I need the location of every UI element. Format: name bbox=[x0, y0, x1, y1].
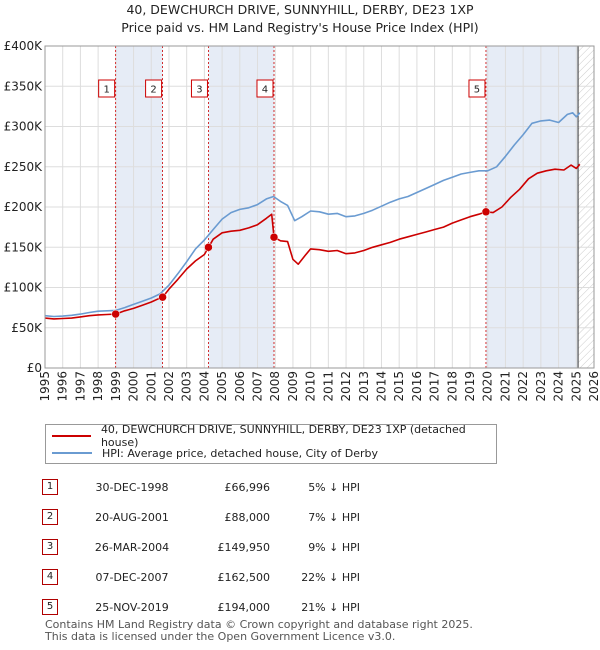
x-tick-label: 2002 bbox=[162, 371, 176, 402]
x-tick-label: 2005 bbox=[215, 371, 229, 402]
price-paid-line bbox=[44, 163, 581, 320]
sale-date: 07-DEC-2007 bbox=[95, 570, 169, 584]
y-tick-label: £200K bbox=[4, 200, 44, 214]
y-tick-label: £300K bbox=[4, 120, 44, 134]
x-tick-label: 2009 bbox=[286, 371, 300, 402]
x-tick-label: 1999 bbox=[109, 371, 123, 402]
y-tick-label: £0 bbox=[27, 361, 42, 375]
footer-line-2: This data is licensed under the Open Gov… bbox=[45, 630, 396, 643]
table-row: 2 20-AUG-2001 £88,000 7% ↓ HPI bbox=[42, 502, 360, 532]
y-tick-label: £50K bbox=[11, 321, 43, 335]
sale-point bbox=[111, 309, 120, 319]
sale-annotation-box bbox=[256, 79, 274, 98]
sale-date: 30-DEC-1998 bbox=[95, 480, 169, 494]
sale-price: £66,996 bbox=[224, 480, 271, 494]
legend-swatch-hpi bbox=[52, 452, 92, 454]
sale-date: 26-MAR-2004 bbox=[94, 540, 170, 554]
sale-price: £149,950 bbox=[217, 540, 271, 554]
title-line-1: 40, DEWCHURCH DRIVE, SUNNYHILL, DERBY, D… bbox=[126, 2, 474, 17]
x-tick-label: 2000 bbox=[127, 371, 141, 402]
x-tick-label: 2023 bbox=[534, 371, 548, 402]
sale-hpi-diff: 21% ↓ HPI bbox=[301, 600, 360, 614]
y-tick-label: £250K bbox=[4, 160, 44, 174]
sale-number-badge: 4 bbox=[42, 569, 58, 585]
sale-annotation-box bbox=[145, 79, 163, 98]
table-row: 5 25-NOV-2019 £194,000 21% ↓ HPI bbox=[42, 592, 360, 622]
y-tick-label: £150K bbox=[4, 240, 44, 254]
x-tick-label: 2004 bbox=[197, 371, 211, 402]
legend-item-price: 40, DEWCHURCH DRIVE, SUNNYHILL, DERBY, D… bbox=[52, 423, 496, 449]
y-tick-label: £350K bbox=[4, 79, 44, 93]
y-tick-label: £100K bbox=[4, 281, 44, 295]
sale-annotation-box bbox=[98, 79, 116, 98]
x-tick-label: 2020 bbox=[481, 371, 495, 402]
x-tick-label: 2019 bbox=[463, 371, 477, 402]
sale-annotation-label: 5 bbox=[474, 85, 480, 96]
x-tick-label: 2026 bbox=[587, 371, 600, 402]
sale-point bbox=[158, 292, 167, 302]
sale-point bbox=[269, 232, 279, 242]
legend-label-hpi: HPI: Average price, detached house, City… bbox=[102, 446, 379, 460]
sales-table: 1 30-DEC-1998 £66,996 5% ↓ HPI 2 20-AUG-… bbox=[42, 472, 360, 622]
legend-item-hpi: HPI: Average price, detached house, City… bbox=[52, 445, 378, 461]
sale-point bbox=[204, 243, 213, 252]
sale-date: 20-AUG-2001 bbox=[95, 510, 169, 524]
sale-hpi-diff: 7% ↓ HPI bbox=[308, 510, 360, 524]
x-tick-label: 2001 bbox=[144, 371, 158, 402]
table-row: 1 30-DEC-1998 £66,996 5% ↓ HPI bbox=[42, 472, 360, 502]
x-tick-label: 2021 bbox=[498, 371, 512, 402]
x-tick-label: 2022 bbox=[516, 371, 530, 402]
sale-annotation-box bbox=[468, 79, 486, 98]
x-tick-label: 1997 bbox=[73, 371, 87, 402]
chart-legend: 40, DEWCHURCH DRIVE, SUNNYHILL, DERBY, D… bbox=[45, 423, 497, 464]
x-tick-label: 2007 bbox=[251, 371, 265, 402]
footer-line-1: Contains HM Land Registry data © Crown c… bbox=[45, 618, 473, 631]
x-tick-label: 2010 bbox=[304, 371, 318, 402]
x-tick-label: 2012 bbox=[339, 371, 353, 402]
footer-attribution: Contains HM Land Registry data © Crown c… bbox=[45, 619, 473, 643]
sale-hpi-diff: 22% ↓ HPI bbox=[301, 570, 360, 584]
sale-point bbox=[481, 207, 491, 217]
x-tick-label: 2006 bbox=[233, 371, 247, 402]
sale-price: £88,000 bbox=[224, 510, 271, 524]
x-tick-label: 2024 bbox=[552, 371, 566, 402]
x-tick-label: 2014 bbox=[374, 371, 388, 402]
sale-number-badge: 2 bbox=[42, 509, 58, 525]
x-tick-label: 2015 bbox=[392, 371, 406, 402]
x-tick-label: 2025 bbox=[569, 371, 583, 402]
sale-number-badge: 1 bbox=[42, 479, 58, 495]
sale-price: £194,000 bbox=[217, 600, 271, 614]
x-tick-label: 1998 bbox=[91, 371, 105, 402]
table-row: 3 26-MAR-2004 £149,950 9% ↓ HPI bbox=[42, 532, 360, 562]
sale-annotation-label: 1 bbox=[103, 85, 109, 96]
y-tick-label: £400K bbox=[4, 39, 44, 53]
sale-number-badge: 3 bbox=[42, 539, 58, 555]
sale-hpi-diff: 5% ↓ HPI bbox=[308, 480, 360, 494]
x-tick-label: 2016 bbox=[410, 371, 424, 402]
sale-annotation-label: 4 bbox=[262, 85, 268, 96]
sale-number-badge: 5 bbox=[42, 599, 58, 615]
sale-price: £162,500 bbox=[217, 570, 271, 584]
x-tick-label: 1996 bbox=[56, 371, 70, 402]
x-tick-label: 2011 bbox=[321, 371, 335, 402]
sale-annotation-label: 2 bbox=[150, 85, 156, 96]
table-row: 4 07-DEC-2007 £162,500 22% ↓ HPI bbox=[42, 562, 360, 592]
hpi-line bbox=[44, 112, 581, 318]
x-tick-label: 2018 bbox=[445, 371, 459, 402]
plot-border bbox=[44, 45, 595, 369]
sale-annotation-label: 3 bbox=[196, 85, 202, 96]
x-tick-label: 2008 bbox=[268, 371, 282, 402]
x-tick-label: 2003 bbox=[180, 371, 194, 402]
sale-hpi-diff: 9% ↓ HPI bbox=[308, 540, 360, 554]
legend-swatch-price bbox=[52, 435, 91, 437]
x-tick-label: 1995 bbox=[38, 371, 52, 402]
sale-date: 25-NOV-2019 bbox=[95, 600, 169, 614]
price-chart: 1 2 3 4 5 £0 £50K £100K £150K £200K £250K £300K £350… bbox=[4, 39, 600, 402]
title-line-2: Price paid vs. HM Land Registry's House … bbox=[121, 20, 479, 35]
sale-annotation-box bbox=[190, 79, 208, 98]
x-tick-label: 2017 bbox=[428, 371, 442, 402]
chart-title: 40, DEWCHURCH DRIVE, SUNNYHILL, DERBY, D… bbox=[0, 1, 600, 37]
legend-label-price: 40, DEWCHURCH DRIVE, SUNNYHILL, DERBY, D… bbox=[100, 423, 466, 449]
x-tick-label: 2013 bbox=[357, 371, 371, 402]
